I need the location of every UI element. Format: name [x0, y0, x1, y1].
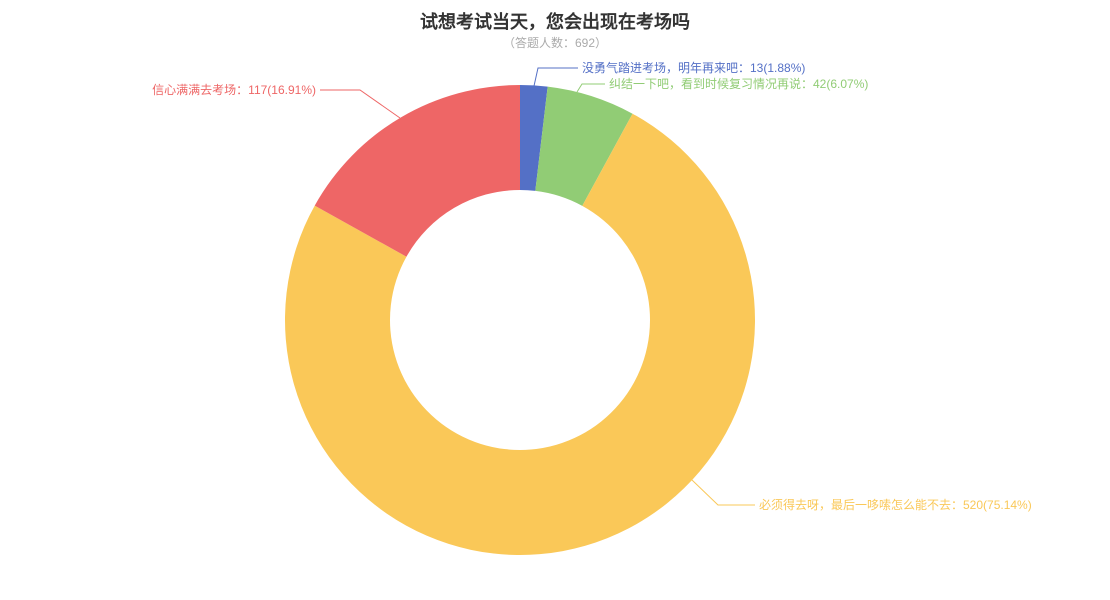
slice-label-2: 必须得去呀，最后一哆嗦怎么能不去：520(75.14%) — [759, 499, 1032, 511]
slice-label-0: 没勇气踏进考场，明年再来吧：13(1.88%) — [582, 62, 805, 74]
slice-label-3: 信心满满去考场：117(16.91%) — [152, 84, 316, 96]
leader-line-1 — [577, 84, 605, 92]
leader-line-2 — [692, 480, 755, 505]
leader-line-3 — [320, 90, 400, 118]
slice-label-1: 纠结一下吧，看到时候复习情况再说：42(6.07%) — [609, 78, 868, 90]
leader-line-0 — [534, 68, 578, 86]
chart-container: 试想考试当天，您会出现在考场吗 （答题人数：692） 没勇气踏进考场，明年再来吧… — [0, 0, 1110, 600]
